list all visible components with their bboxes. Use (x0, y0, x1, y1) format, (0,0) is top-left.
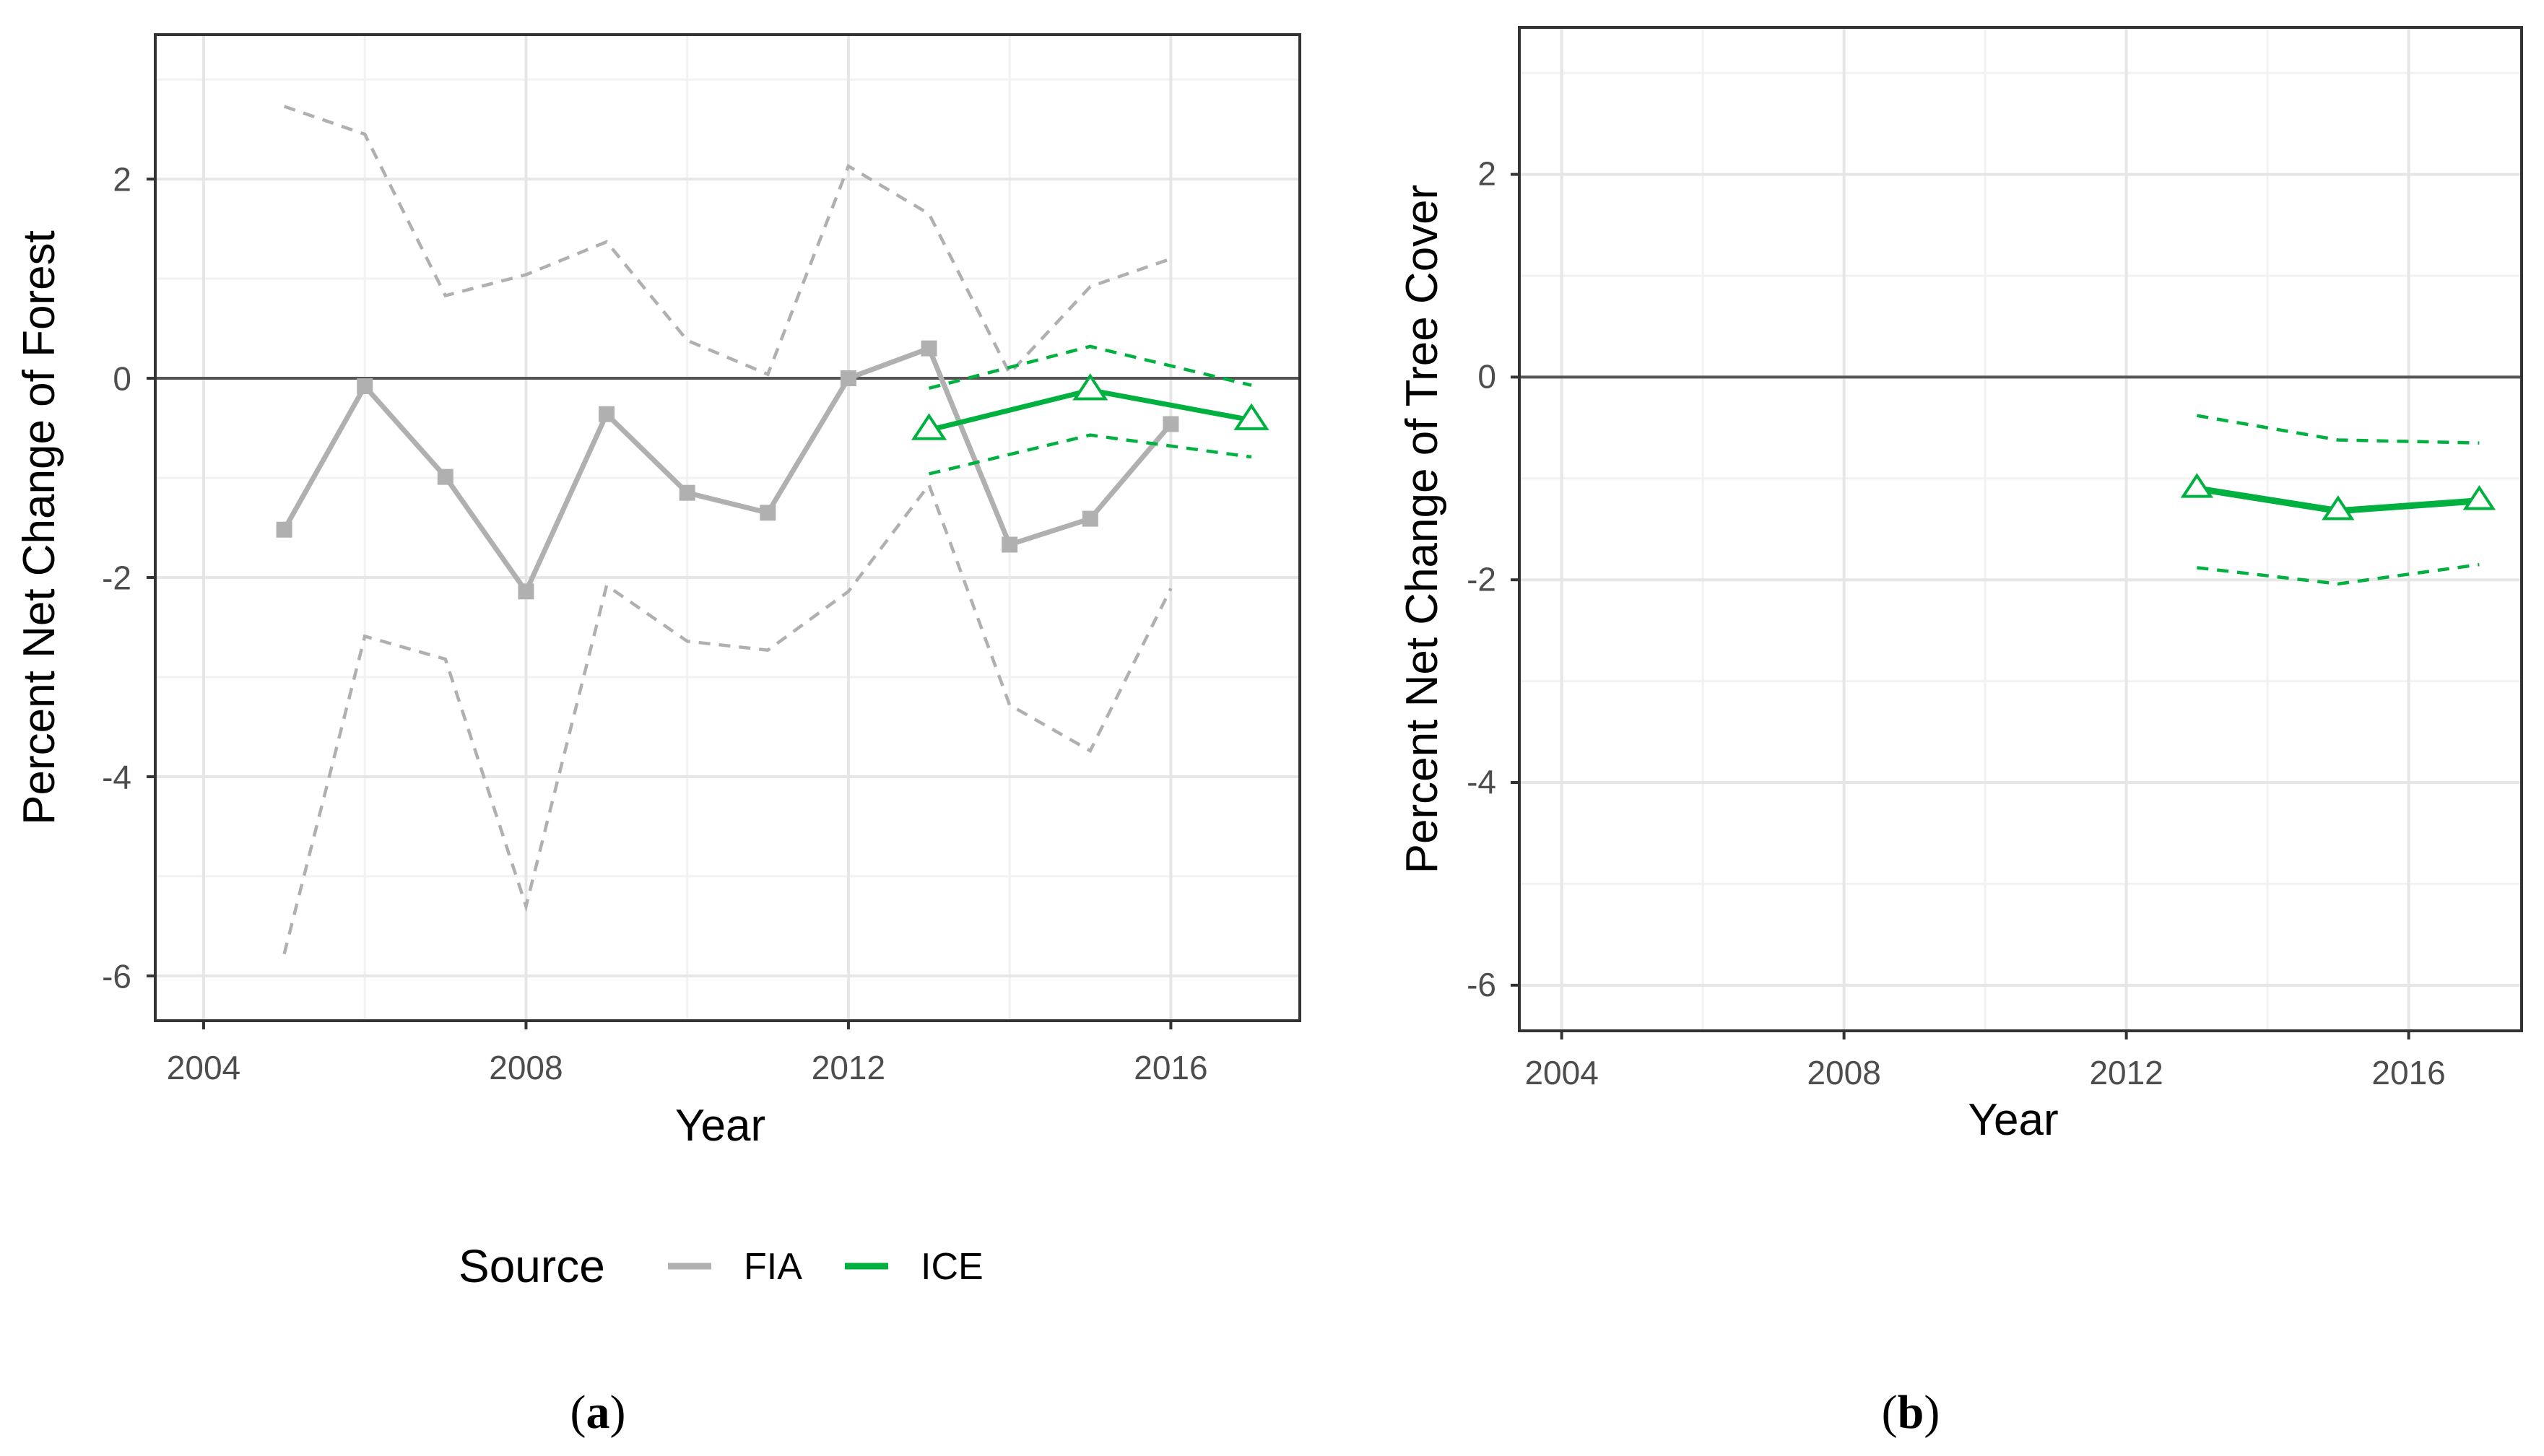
pb-ice-point-2015 (2322, 495, 2355, 520)
pb-panel-border (1518, 26, 2523, 1032)
pa-x-tick-label-2008: 2008 (489, 1049, 563, 1086)
pa-ice-point-2017 (1233, 403, 1269, 430)
pb-y-tick-label--6: -6 (1467, 966, 1496, 1003)
pa-fia-point-2006 (357, 378, 373, 395)
caption-b: (b) (1882, 1386, 1940, 1439)
panel-a-chart: 2004 2008 2012 2016 -6 -4 -2 0 2 Year Percent Net … (14, 33, 1301, 1151)
pb-x-tick-label-2012: 2012 (2089, 1054, 2163, 1091)
pa-fia-series-line (282, 346, 1173, 594)
legend-label-fia: FIA (744, 1246, 802, 1288)
caption-a-letter: a (586, 1386, 610, 1439)
pb-y-tick-label--2: -2 (1467, 560, 1496, 598)
panel-b-chart: 2004 2008 2012 2016 -6 -4 -2 0 2 Year Percent Net … (1397, 26, 2523, 1145)
legend: Source FIA ICE (459, 1240, 984, 1292)
caption-b-letter: b (1898, 1386, 1924, 1439)
pa-ice-upper-bound-line (928, 344, 1252, 391)
caption-a: (a) (570, 1386, 626, 1439)
pa-y-tick-label-2: 2 (113, 161, 131, 199)
pb-ice-point-2017 (2462, 485, 2496, 510)
pa-x-tick-label-2004: 2004 (167, 1049, 240, 1086)
pb-y-tick-label--4: -4 (1467, 763, 1496, 801)
pa-fia-point-2015 (1082, 510, 1098, 527)
pa-ice-lower-bound-line (929, 433, 1252, 476)
pa-y-tick-label--4: -4 (102, 759, 131, 796)
pb-x-tick-label-2016: 2016 (2371, 1054, 2445, 1091)
legend-label-ice: ICE (921, 1246, 984, 1288)
pb-ice-point-2013 (2180, 473, 2214, 498)
pa-fia-point-2007 (437, 468, 453, 485)
pa-panel-border (154, 33, 1301, 1022)
pb-x-axis-title: Year (1968, 1095, 2058, 1145)
pa-y-axis-title: Percent Net Change of Forest (14, 230, 64, 825)
pa-fia-point-2014 (1002, 536, 1018, 553)
pb-plot-background (1519, 27, 2522, 1031)
pa-y-tick-label--2: -2 (102, 559, 131, 597)
pb-y-tick-label-0: 0 (1477, 358, 1496, 396)
pa-fia-point-2008 (518, 583, 534, 600)
pb-ice-upper-bound-line (2196, 414, 2480, 445)
pa-x-axis-title: Year (675, 1101, 765, 1151)
pa-y-tick-label-0: 0 (113, 360, 131, 398)
legend-title: Source (459, 1240, 605, 1292)
pa-y-tick-label--6: -6 (102, 957, 131, 995)
pa-fia-point-2012 (840, 370, 856, 387)
pa-fia-point-2011 (760, 505, 776, 521)
pa-x-tick-label-2012: 2012 (812, 1049, 885, 1086)
pb-x-tick-label-2004: 2004 (1524, 1054, 1598, 1091)
pa-fia-lower-bound-line (282, 481, 1173, 955)
pb-y-tick-label-2: 2 (1477, 155, 1496, 193)
pa-fia-upper-bound-line (283, 105, 1172, 377)
pa-fia-point-2009 (599, 406, 615, 422)
pb-ice-lower-bound-line (2197, 562, 2480, 586)
pa-plot-background (155, 35, 1300, 1021)
pa-ice-point-2015 (1072, 373, 1108, 401)
pa-fia-point-2005 (276, 521, 292, 538)
pb-x-tick-label-2008: 2008 (1807, 1054, 1880, 1091)
pa-fia-point-2010 (679, 484, 695, 501)
pb-y-axis-title: Percent Net Change of Tree Cover (1397, 185, 1447, 874)
pa-x-tick-label-2016: 2016 (1134, 1049, 1207, 1086)
pa-ice-point-2013 (911, 413, 947, 440)
pa-fia-point-2016 (1163, 416, 1179, 432)
pa-fia-point-2013 (921, 340, 937, 357)
